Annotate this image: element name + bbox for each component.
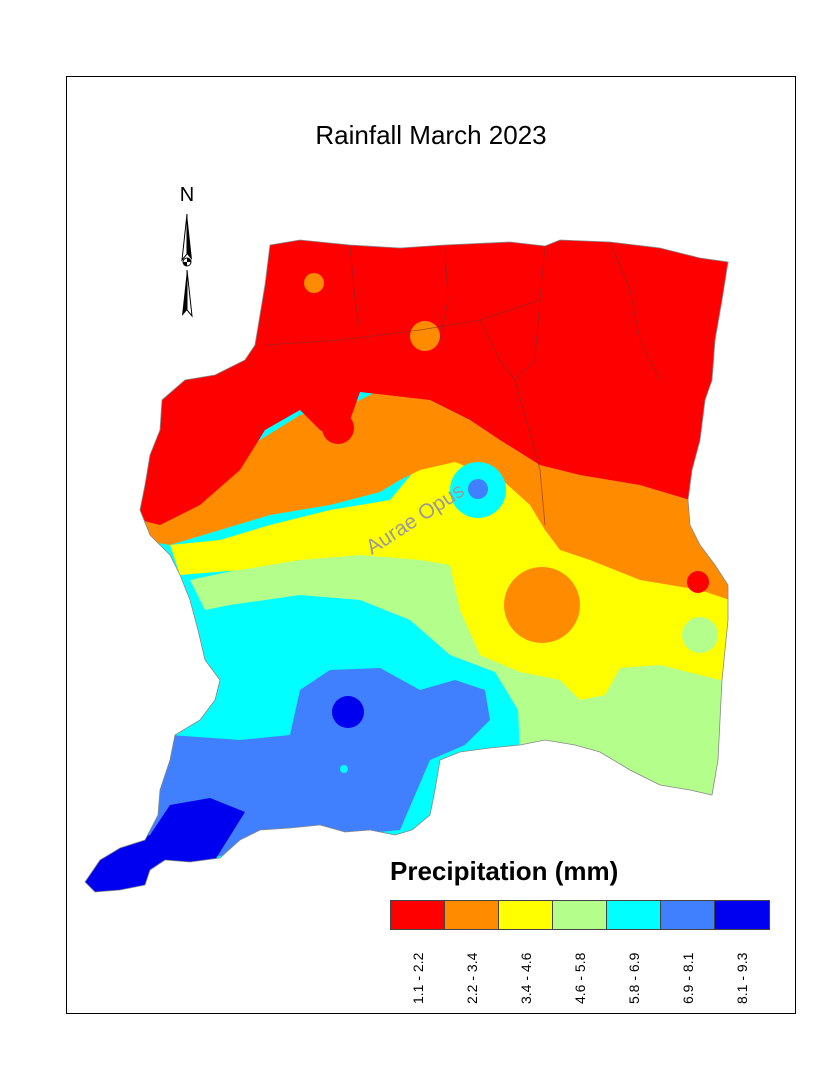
legend-swatch: [553, 901, 607, 929]
legend-color-bar: [390, 900, 770, 930]
legend-swatch: [661, 901, 715, 929]
legend-labels: 1.1 - 2.2 2.2 - 3.4 3.4 - 4.6 4.6 - 5.8 …: [390, 936, 768, 1008]
legend-label: 3.4 - 4.6: [518, 952, 534, 1004]
legend-label: 5.8 - 6.9: [626, 952, 642, 1004]
legend-swatch: [715, 901, 769, 929]
legend-swatch: [607, 901, 661, 929]
legend-swatch: [445, 901, 499, 929]
north-arrow-icon: [181, 213, 193, 318]
north-arrow: N: [170, 184, 204, 324]
map-frame: [66, 76, 796, 1014]
legend-label: 4.6 - 5.8: [572, 952, 588, 1004]
legend-swatch: [499, 901, 553, 929]
north-label: N: [179, 184, 195, 206]
legend-title: Precipitation (mm): [390, 856, 619, 886]
legend-label: 6.9 - 8.1: [680, 952, 696, 1004]
legend-swatch: [391, 901, 445, 929]
legend-label: 8.1 - 9.3: [734, 952, 750, 1004]
legend-label: 2.2 - 3.4: [464, 952, 480, 1004]
map-title: Rainfall March 2023: [315, 120, 547, 150]
legend-label: 1.1 - 2.2: [410, 952, 426, 1004]
